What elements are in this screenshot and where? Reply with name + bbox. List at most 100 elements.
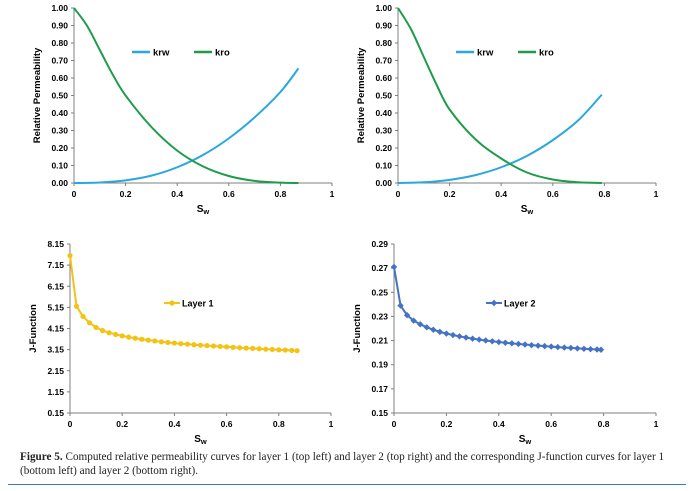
x-tick-label: 1	[654, 419, 659, 429]
y-tick-label: 0.20	[51, 143, 68, 153]
data-point	[528, 341, 535, 349]
data-point	[580, 345, 588, 352]
data-point	[574, 345, 581, 352]
y-tick-label: 0.15	[371, 408, 388, 418]
y-tick-label: 3.15	[47, 345, 64, 355]
data-point	[417, 321, 424, 328]
x-tick-label: 0.6	[547, 189, 559, 199]
chart-bottom-left: 0.15 1.15 2.15 3.15 4.15 5.15 6.15 7.15 8.15 0 0.2…	[28, 239, 334, 445]
data-point	[269, 346, 275, 353]
x-axis-label-subscript: w	[526, 207, 533, 216]
data-point	[593, 346, 601, 353]
x-tick-label: 0	[392, 419, 397, 429]
x-axis-label-subscript: w	[202, 207, 209, 216]
x-tick-label: 1	[329, 419, 334, 429]
data-point	[145, 337, 151, 343]
data-point	[294, 348, 300, 354]
data-point	[230, 344, 236, 350]
x-tick-label: 0.8	[273, 419, 285, 429]
x-tick-label: 0.4	[493, 419, 505, 429]
data-point	[119, 333, 125, 339]
y-tick-label: 0.21	[371, 336, 388, 346]
y-tick-label: 0.50	[375, 91, 392, 101]
series-line-layer-2	[393, 266, 602, 351]
legend-label: Layer 1	[182, 299, 214, 309]
data-point	[204, 343, 210, 349]
data-point	[548, 343, 555, 350]
x-tick-label: 0.2	[440, 419, 452, 429]
data-point	[86, 320, 93, 326]
data-point	[289, 347, 295, 354]
y-axis-label: J-Function	[352, 304, 363, 353]
data-point	[587, 345, 594, 353]
data-point	[224, 344, 230, 350]
data-point	[397, 302, 404, 309]
data-point	[423, 324, 430, 331]
legend-label: krw	[477, 48, 494, 59]
y-tick-label: 0.40	[375, 108, 392, 118]
data-point	[113, 331, 119, 338]
x-axis-label: Sw	[519, 434, 532, 445]
y-tick-label: 0.30	[51, 126, 68, 136]
series-line-kro	[397, 7, 602, 184]
y-tick-label: 0.00	[51, 178, 68, 188]
y-tick-label: 0.29	[371, 239, 388, 249]
y-axis-label: J-Function	[28, 304, 39, 353]
figure-charts: 0.000.100.200.300.400.500.600.700.800.90…	[28, 3, 659, 445]
x-tick-label: 0.8	[598, 189, 610, 199]
data-point	[178, 341, 184, 347]
x-tick-label: 0.8	[598, 419, 610, 429]
x-axis-label: Sw	[194, 434, 207, 445]
data-point	[534, 342, 542, 349]
bottom-rule	[8, 484, 686, 485]
data-point	[436, 328, 444, 336]
y-tick-label: 0.30	[375, 126, 392, 136]
data-point	[456, 333, 463, 340]
y-axis-label: Relative Permeability	[32, 47, 43, 143]
data-point	[567, 344, 575, 352]
data-point	[132, 335, 138, 341]
caption-text: Computed relative permeability curves fo…	[20, 451, 665, 477]
data-point	[243, 345, 249, 351]
y-tick-label: 0.20	[375, 143, 392, 153]
data-point	[126, 334, 132, 340]
data-point	[100, 328, 106, 334]
legend-marker	[169, 300, 175, 306]
x-tick-label: 0.6	[221, 419, 233, 429]
data-point	[521, 341, 529, 348]
legend-label: Layer 2	[504, 299, 536, 309]
data-point	[430, 326, 437, 333]
data-point	[152, 338, 158, 344]
x-tick-label: 0	[68, 419, 73, 429]
y-axis-label: Relative Permeability	[356, 47, 367, 143]
y-tick-label: 0.50	[51, 91, 68, 101]
data-point	[171, 340, 177, 346]
data-point	[73, 303, 80, 309]
y-tick-label: 0.17	[371, 384, 388, 394]
series-line-kro	[73, 7, 299, 184]
data-point	[443, 330, 450, 337]
y-tick-label: 7.15	[47, 260, 64, 270]
y-tick-label: 0.80	[51, 38, 68, 48]
figure-caption: Figure 5. Computed relative permeability…	[20, 450, 680, 478]
data-point	[541, 342, 548, 350]
data-point	[237, 345, 243, 351]
series-line-krw	[397, 93, 603, 184]
x-axis-label-subscript: w	[200, 437, 207, 445]
data-point	[462, 334, 470, 341]
y-tick-label: 0.15	[47, 408, 64, 418]
data-point	[256, 346, 262, 352]
y-tick-label: 0.00	[375, 178, 392, 188]
data-point	[80, 313, 86, 320]
y-tick-label: 0.10	[375, 161, 392, 171]
data-point	[515, 340, 522, 348]
x-tick-label: 0.2	[120, 189, 132, 199]
y-tick-label: 0.70	[51, 56, 68, 66]
data-point	[93, 324, 99, 331]
x-tick-label: 0.4	[171, 189, 183, 199]
data-point	[508, 340, 516, 347]
chart-bottom-right: 0.15 0.17 0.19 0.21 0.23 0.25 0.27 0.29 0 0.2 0.4 0…	[352, 239, 659, 445]
data-point	[449, 331, 457, 339]
y-tick-label: 0.60	[51, 73, 68, 83]
data-point	[197, 342, 204, 348]
